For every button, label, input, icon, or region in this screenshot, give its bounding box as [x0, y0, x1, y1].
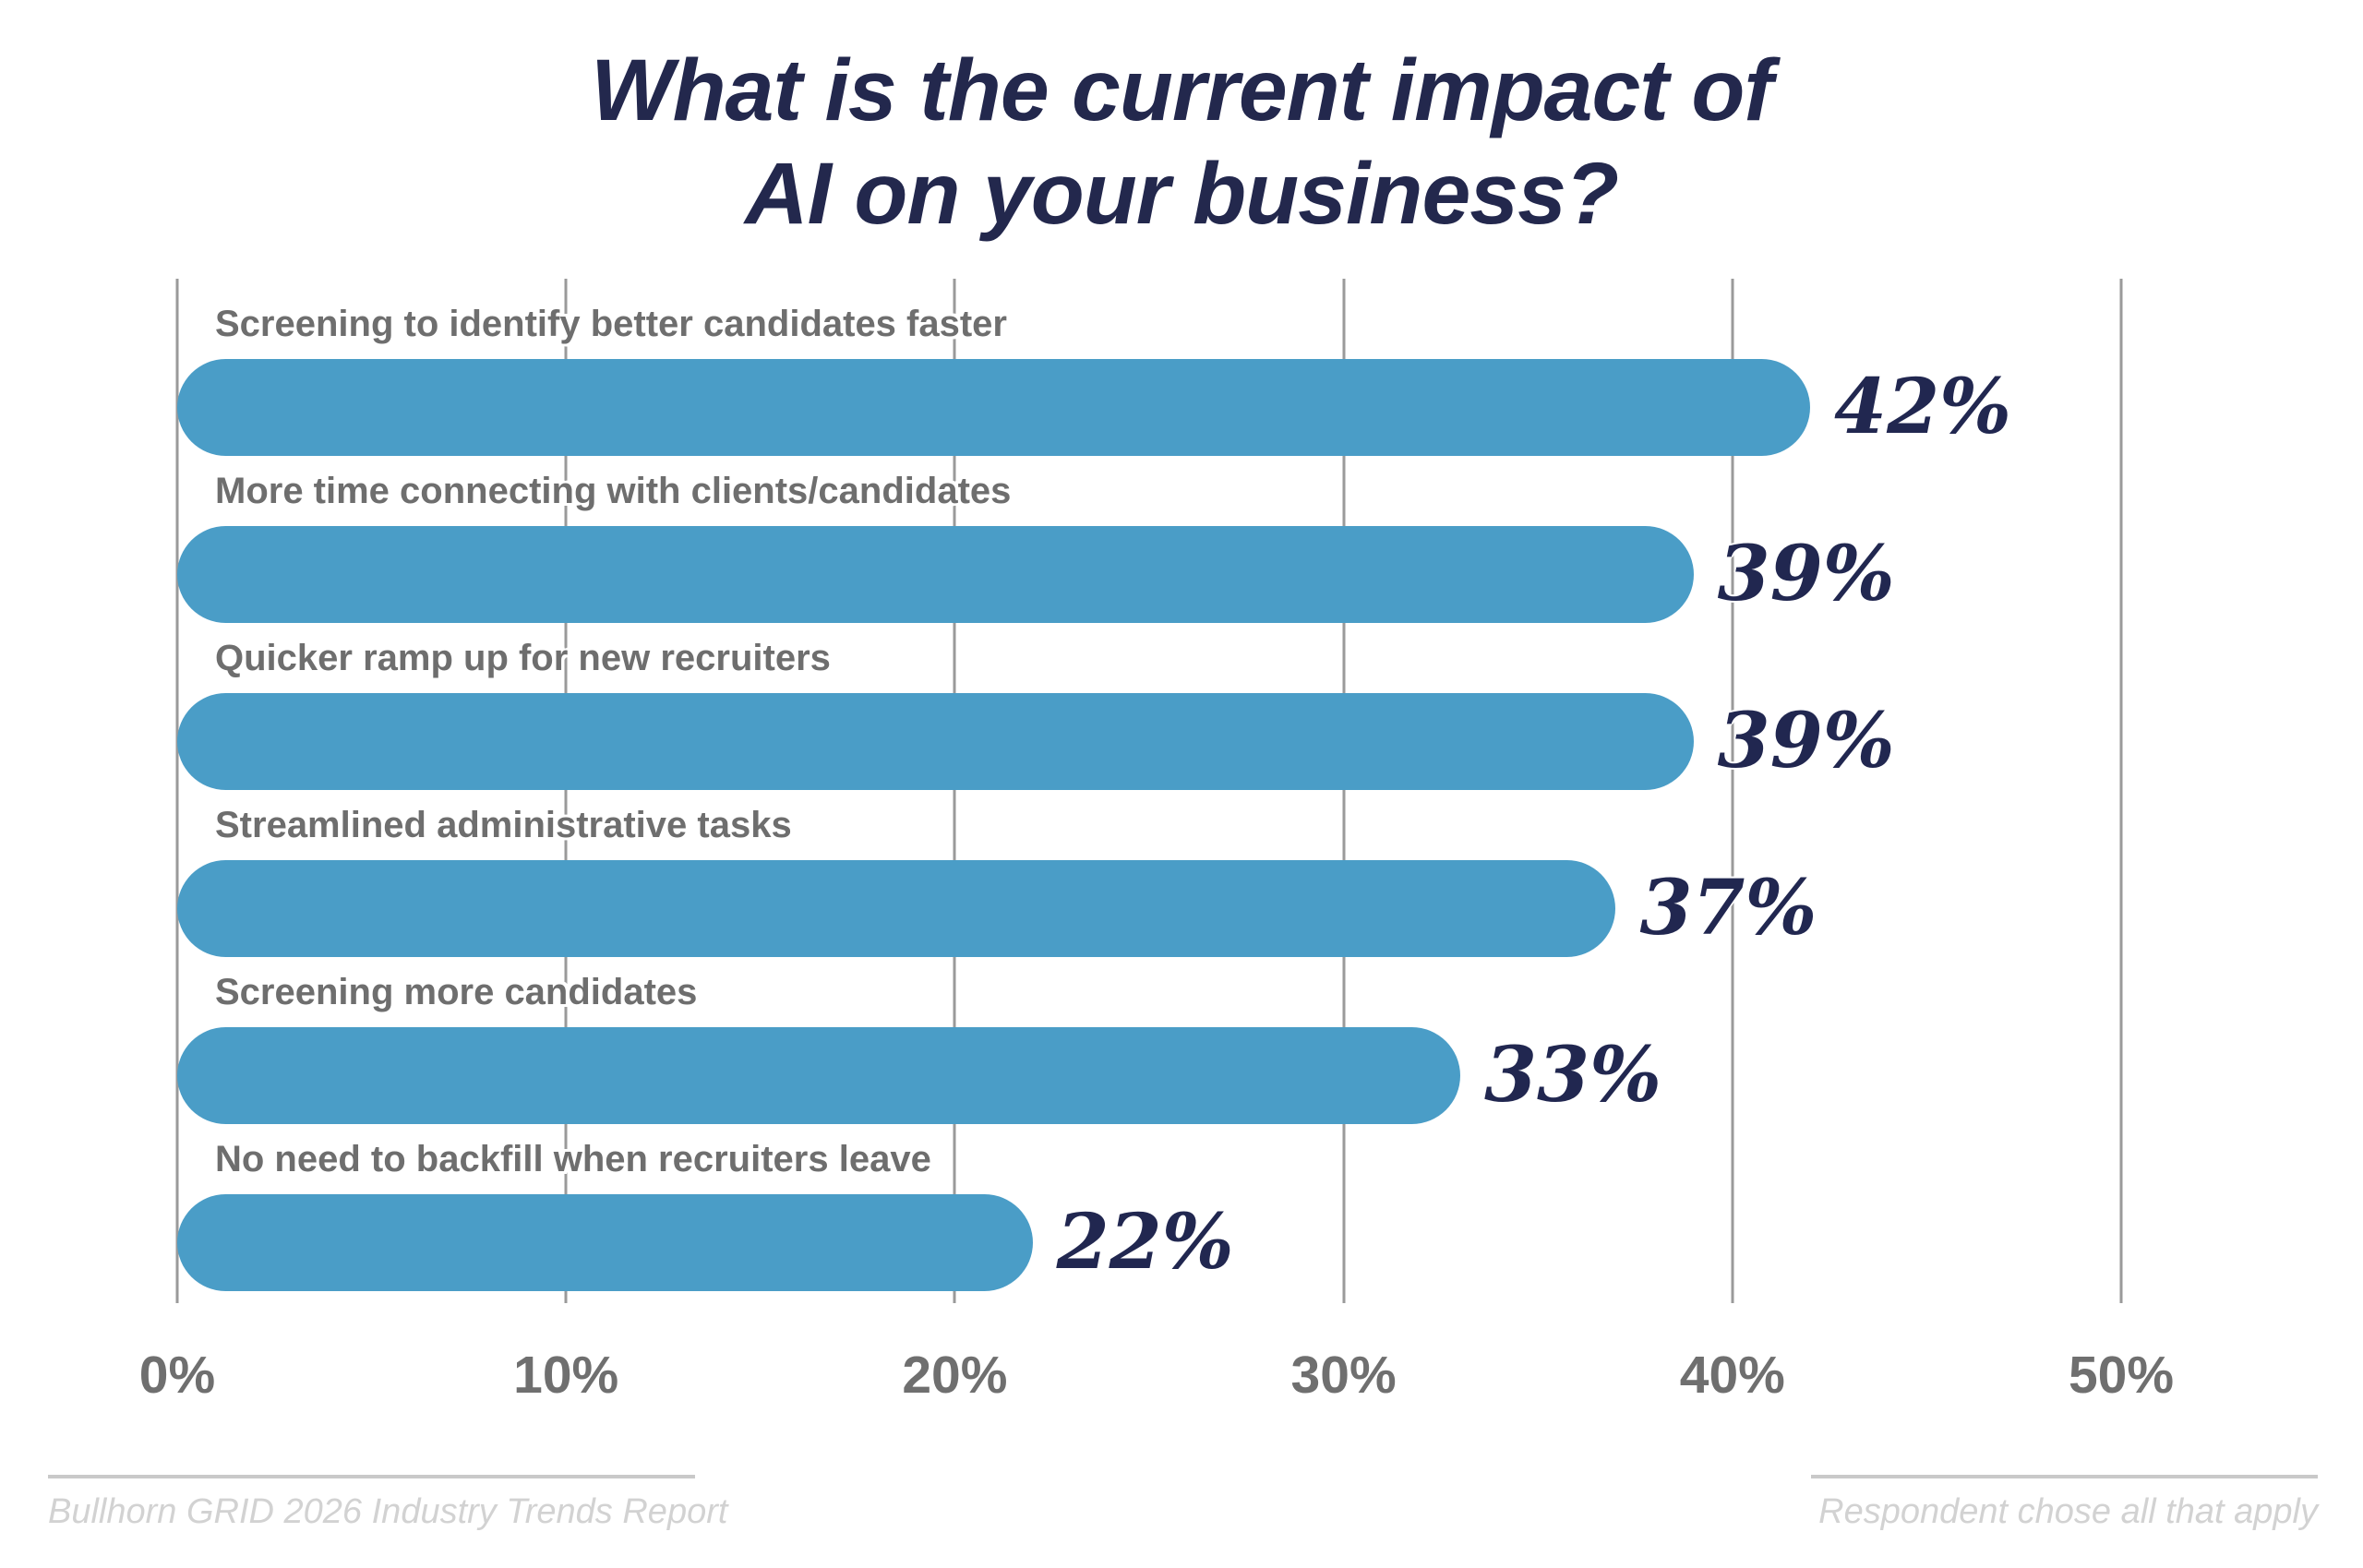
chart-title-line2: AI on your business?	[745, 145, 1619, 243]
value-label: 33%	[1483, 1031, 1661, 1119]
gridline-20	[953, 279, 956, 1303]
bar	[177, 1027, 1460, 1124]
value-label: 39%	[1717, 530, 1895, 618]
x-tick-label: 0%	[138, 1346, 216, 1405]
chart-title-line1: What is the current impact of	[590, 42, 1773, 139]
category-label: Screening more candidates	[215, 972, 698, 1012]
gridline-50	[2119, 279, 2123, 1303]
category-label: Quicker ramp up for new recruiters	[215, 638, 831, 678]
value-label: 22%	[1056, 1198, 1234, 1287]
chart-title: What is the current impact of AI on your…	[0, 39, 2363, 245]
category-label: More time connecting with clients/candid…	[215, 471, 1012, 511]
gridline-30	[1342, 279, 1346, 1303]
plot-area: Screening to identify better candidates …	[175, 279, 2123, 1303]
bar-line: 39%	[177, 693, 2121, 790]
gridline-10	[564, 279, 568, 1303]
bar	[177, 359, 1811, 456]
gridline-40	[1731, 279, 1734, 1303]
value-label: 37%	[1639, 864, 1817, 952]
footer-source: Bullhorn GRID 2026 Industry Trends Repor…	[48, 1492, 728, 1531]
bar-line: 22%	[177, 1194, 2121, 1291]
bar	[177, 860, 1616, 957]
x-axis: 0% 10% 20% 30% 40% 50%	[139, 1343, 2174, 1407]
category-label: No need to backfill when recruiters leav…	[215, 1139, 931, 1179]
bar-line: 42%	[177, 359, 2121, 456]
bar-line: 33%	[177, 1027, 2121, 1124]
bar-row: More time connecting with clients/candid…	[177, 468, 2121, 623]
bar	[177, 693, 1694, 790]
value-label: 39%	[1717, 697, 1895, 785]
x-tick-label: 20%	[902, 1346, 1008, 1405]
x-tick-label: 40%	[1679, 1346, 1785, 1405]
gridline-0	[175, 279, 179, 1303]
bar-row: Quicker ramp up for new recruiters 39%	[177, 635, 2121, 790]
bar-line: 37%	[177, 860, 2121, 957]
x-tick-label: 10%	[513, 1346, 619, 1405]
x-tick-label: 50%	[2068, 1346, 2175, 1405]
x-tick-label: 30%	[1290, 1346, 1397, 1405]
category-label: Screening to identify better candidates …	[215, 304, 1007, 344]
bar	[177, 526, 1694, 623]
footer-rule-right	[1811, 1475, 2318, 1478]
value-label: 42%	[1834, 363, 2012, 451]
footer-note: Respondent chose all that apply	[1818, 1492, 2318, 1531]
bar-row: Screening to identify better candidates …	[177, 301, 2121, 456]
category-label: Streamlined administrative tasks	[215, 805, 792, 845]
bar-row: No need to backfill when recruiters leav…	[177, 1136, 2121, 1291]
bar-row: Streamlined administrative tasks 37%	[177, 802, 2121, 957]
footer-rule-left	[48, 1475, 695, 1478]
bar-line: 39%	[177, 526, 2121, 623]
bar	[177, 1194, 1033, 1291]
bar-row: Screening more candidates 33%	[177, 969, 2121, 1124]
